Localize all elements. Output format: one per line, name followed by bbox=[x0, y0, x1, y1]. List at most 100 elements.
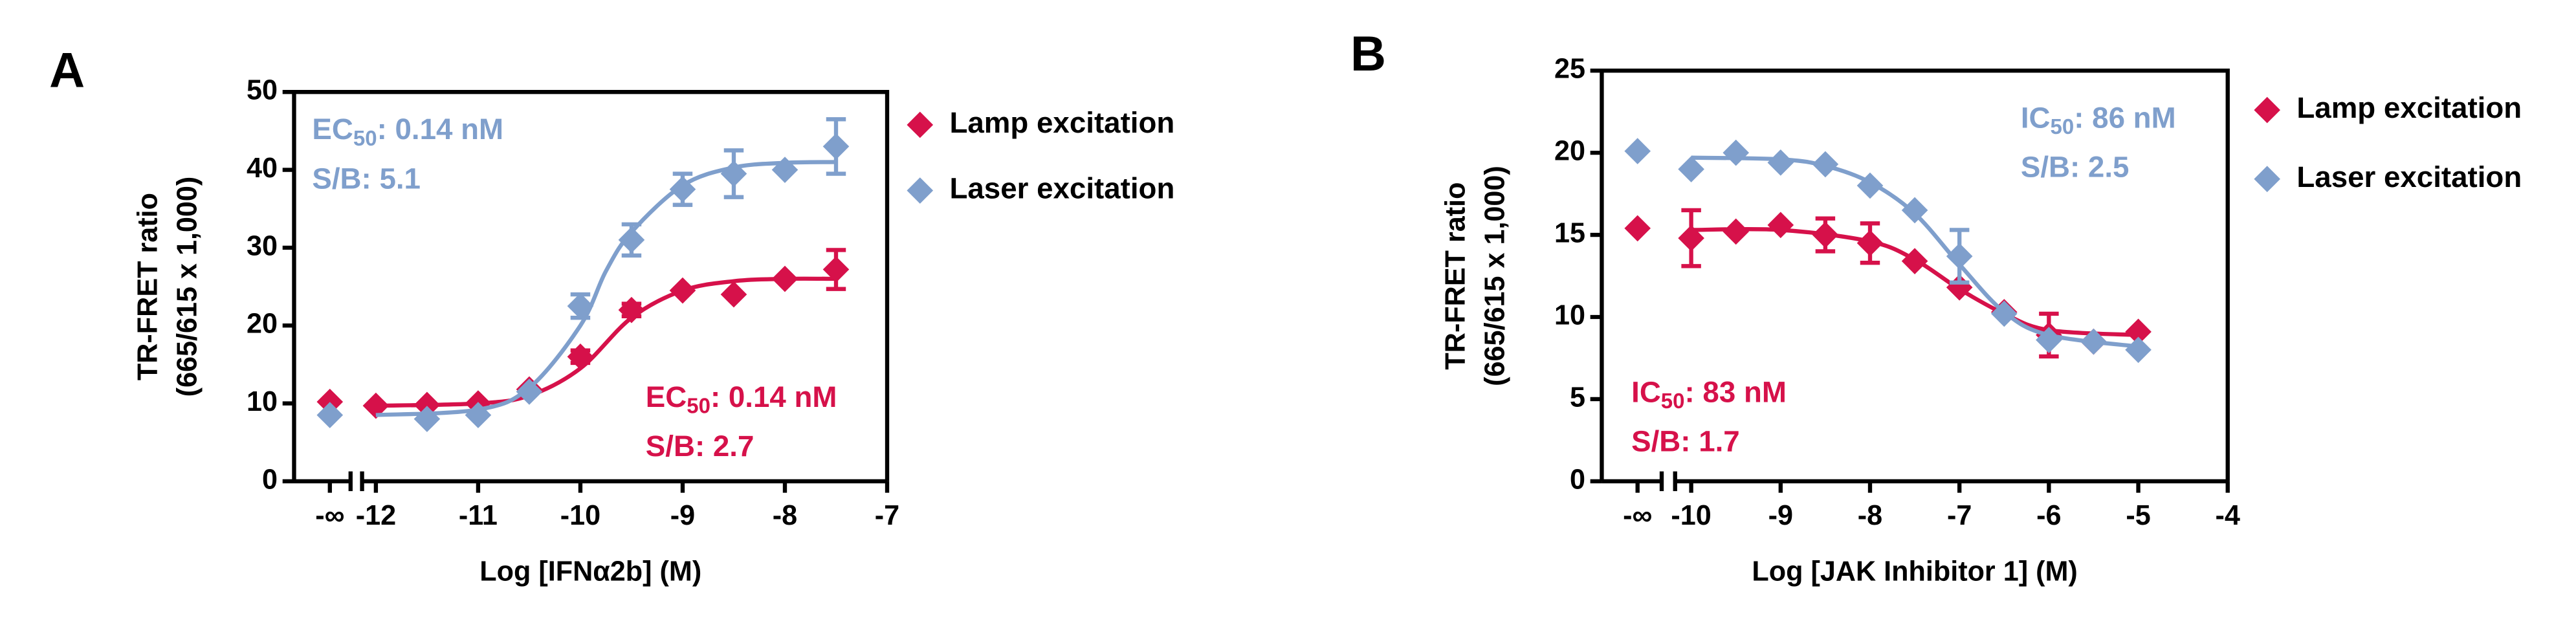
fit-curve bbox=[375, 160, 837, 417]
annotation: S/B: 5.1 bbox=[312, 162, 421, 195]
x-tick-label: -6 bbox=[2036, 500, 2061, 531]
marker bbox=[618, 226, 645, 254]
y-tick-label: 5 bbox=[1570, 382, 1585, 413]
marker bbox=[465, 402, 492, 428]
marker bbox=[1723, 218, 1750, 245]
marker bbox=[567, 344, 594, 370]
marker bbox=[669, 277, 696, 304]
marker bbox=[2036, 327, 2062, 353]
annotation: EC50: 0.14 nM bbox=[646, 380, 837, 417]
annotation-text: : 0.14 nM bbox=[377, 113, 504, 146]
marker bbox=[720, 281, 747, 308]
x-tick-label: -∞ bbox=[315, 500, 344, 531]
annotation: S/B: 2.7 bbox=[646, 430, 754, 463]
x-tick-label: -5 bbox=[2126, 500, 2150, 531]
annotation: EC50: 0.14 nM bbox=[312, 113, 503, 149]
legend-marker bbox=[907, 177, 934, 204]
annotation: S/B: 2.5 bbox=[2021, 151, 2130, 184]
marker bbox=[316, 388, 344, 415]
y-tick-label: 10 bbox=[1554, 300, 1585, 331]
x-axis-label: Log [IFNα2b] (M) bbox=[479, 556, 701, 587]
y-tick-label: 10 bbox=[247, 386, 278, 417]
x-tick-label: -7 bbox=[1947, 500, 1972, 531]
annotation-subscript: 50 bbox=[2051, 115, 2075, 138]
annotation-text: EC bbox=[312, 113, 353, 146]
x-tick-label: -8 bbox=[773, 500, 797, 531]
marker bbox=[316, 402, 344, 428]
annotation-text: EC bbox=[646, 380, 687, 413]
y-axis-label: (665/615 x 1,000) bbox=[171, 177, 203, 397]
y-axis-label: TR-FRET ratio bbox=[1440, 182, 1471, 369]
marker bbox=[1901, 197, 1928, 224]
y-tick-label: 0 bbox=[1570, 464, 1585, 495]
marker bbox=[1678, 156, 1704, 182]
y-tick-label: 30 bbox=[247, 230, 278, 261]
y-tick-label: 20 bbox=[247, 309, 278, 340]
y-tick-label: 0 bbox=[262, 464, 278, 495]
marker bbox=[1990, 300, 2018, 327]
marker bbox=[1812, 221, 1839, 248]
y-tick-label: 15 bbox=[1554, 217, 1585, 248]
panel-label: B bbox=[1350, 27, 1386, 82]
marker bbox=[1946, 243, 1973, 270]
marker bbox=[1812, 151, 1839, 178]
marker bbox=[1856, 230, 1884, 257]
x-axis-label: Log [JAK Inhibitor 1] (M) bbox=[1752, 556, 2077, 587]
y-axis-label: (665/615 x 1,000) bbox=[1479, 166, 1510, 386]
annotation-subscript: 50 bbox=[1661, 389, 1685, 413]
legend-label: Lamp excitation bbox=[949, 106, 1174, 139]
marker bbox=[771, 265, 798, 292]
annotation: IC50: 83 nM bbox=[1631, 375, 1787, 412]
annotation-text: : 83 nM bbox=[1685, 375, 1787, 408]
legend-label: Laser excitation bbox=[2296, 160, 2522, 193]
marker bbox=[669, 176, 696, 202]
marker bbox=[567, 292, 594, 320]
x-tick-label: -9 bbox=[670, 500, 695, 531]
marker bbox=[1624, 138, 1651, 164]
legend-label: Laser excitation bbox=[949, 172, 1174, 205]
legend-label: Lamp excitation bbox=[2296, 91, 2522, 124]
legend-marker bbox=[907, 111, 934, 138]
marker bbox=[1723, 139, 1750, 166]
annotation-text: IC bbox=[2021, 101, 2051, 134]
marker bbox=[771, 157, 798, 183]
legend-marker bbox=[2254, 96, 2280, 124]
marker bbox=[1678, 224, 1704, 252]
marker bbox=[413, 406, 441, 432]
x-tick-label: -10 bbox=[560, 500, 600, 531]
annotation-subscript: 50 bbox=[687, 393, 710, 417]
marker bbox=[1767, 212, 1794, 239]
fit-curve bbox=[1691, 226, 2139, 338]
marker bbox=[516, 378, 543, 405]
annotation: S/B: 1.7 bbox=[1631, 425, 1740, 458]
marker bbox=[2080, 328, 2107, 355]
marker bbox=[618, 296, 645, 323]
frame bbox=[1600, 68, 2230, 481]
marker bbox=[1767, 149, 1794, 176]
x-tick-label: -10 bbox=[1671, 500, 1711, 531]
legend-marker bbox=[2254, 166, 2280, 193]
x-tick-label: -9 bbox=[1768, 500, 1793, 531]
marker bbox=[1624, 215, 1651, 242]
marker bbox=[2125, 336, 2152, 364]
x-tick-label: -8 bbox=[1858, 500, 1882, 531]
x-tick-label: -12 bbox=[356, 500, 396, 531]
annotation-text: : 0.14 nM bbox=[710, 380, 837, 413]
y-tick-label: 50 bbox=[247, 75, 278, 106]
x-tick-label: -7 bbox=[875, 500, 899, 531]
marker bbox=[822, 133, 850, 160]
x-tick-label: -11 bbox=[459, 500, 498, 531]
marker bbox=[1856, 172, 1884, 199]
frame bbox=[292, 90, 890, 481]
y-axis-label: TR-FRET ratio bbox=[132, 193, 163, 380]
marker bbox=[822, 256, 850, 283]
y-tick-label: 20 bbox=[1554, 136, 1585, 167]
y-tick-label: 25 bbox=[1554, 54, 1585, 85]
annotation-text: : 86 nM bbox=[2074, 101, 2175, 134]
annotation: IC50: 86 nM bbox=[2021, 101, 2176, 138]
x-tick-label: -4 bbox=[2216, 500, 2240, 531]
annotation-text: IC bbox=[1631, 375, 1661, 408]
annotation-subscript: 50 bbox=[353, 126, 377, 150]
